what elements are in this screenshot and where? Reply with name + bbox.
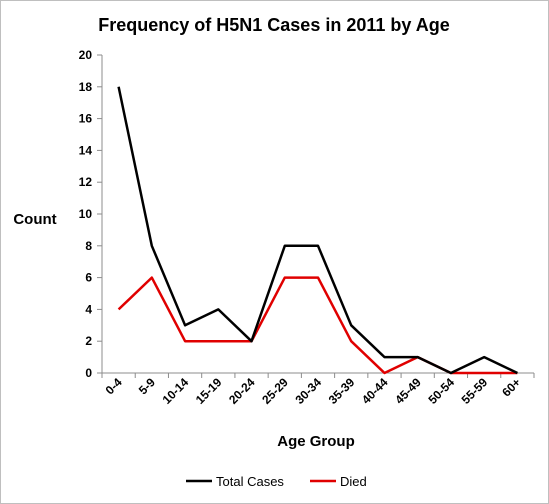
x-tick-label: 35-39 bbox=[326, 375, 358, 407]
x-tick-label: 25-29 bbox=[259, 375, 291, 407]
x-tick-label: 10-14 bbox=[160, 375, 192, 407]
x-tick-label: 40-44 bbox=[359, 375, 391, 407]
legend: Total Cases Died bbox=[186, 474, 367, 489]
x-tick-label: 50-54 bbox=[425, 375, 457, 407]
y-axis: 0 2 4 6 8 10 12 14 16 18 20 bbox=[79, 48, 103, 380]
legend-label-died: Died bbox=[340, 474, 367, 489]
y-tick-label: 0 bbox=[85, 366, 92, 380]
x-axis-label: Age Group bbox=[277, 433, 355, 450]
y-tick-label: 20 bbox=[79, 48, 93, 62]
x-tick-label: 20-24 bbox=[226, 375, 258, 407]
series-line-died bbox=[117, 276, 518, 375]
x-tick-label: 30-34 bbox=[293, 375, 325, 407]
x-tick-label: 60+ bbox=[499, 375, 523, 399]
x-tick-label: 15-19 bbox=[193, 375, 225, 407]
series-lines bbox=[117, 86, 518, 375]
x-tick-label: 45-49 bbox=[392, 375, 424, 407]
y-tick-label: 12 bbox=[79, 175, 93, 189]
y-tick-label: 18 bbox=[79, 80, 93, 94]
x-axis: 0-4 5-9 10-14 15-19 20-24 25-29 30-34 35-39 40-4… bbox=[101, 372, 535, 407]
x-tick-label: 5-9 bbox=[136, 375, 158, 397]
series-line-total-cases bbox=[117, 86, 518, 375]
chart-title: Frequency of H5N1 Cases in 2011 by Age bbox=[98, 15, 449, 35]
y-tick-label: 6 bbox=[85, 271, 92, 285]
y-tick-label: 14 bbox=[79, 143, 93, 157]
y-tick-label: 10 bbox=[79, 207, 93, 221]
y-axis-label: Count bbox=[13, 211, 56, 228]
y-tick-label: 2 bbox=[85, 334, 92, 348]
y-tick-label: 16 bbox=[79, 112, 93, 126]
y-tick-label: 8 bbox=[85, 239, 92, 253]
y-tick-label: 4 bbox=[85, 302, 92, 316]
x-tick-label: 0-4 bbox=[103, 375, 125, 397]
legend-label-total-cases: Total Cases bbox=[216, 474, 284, 489]
x-tick-label: 55-59 bbox=[459, 375, 491, 407]
